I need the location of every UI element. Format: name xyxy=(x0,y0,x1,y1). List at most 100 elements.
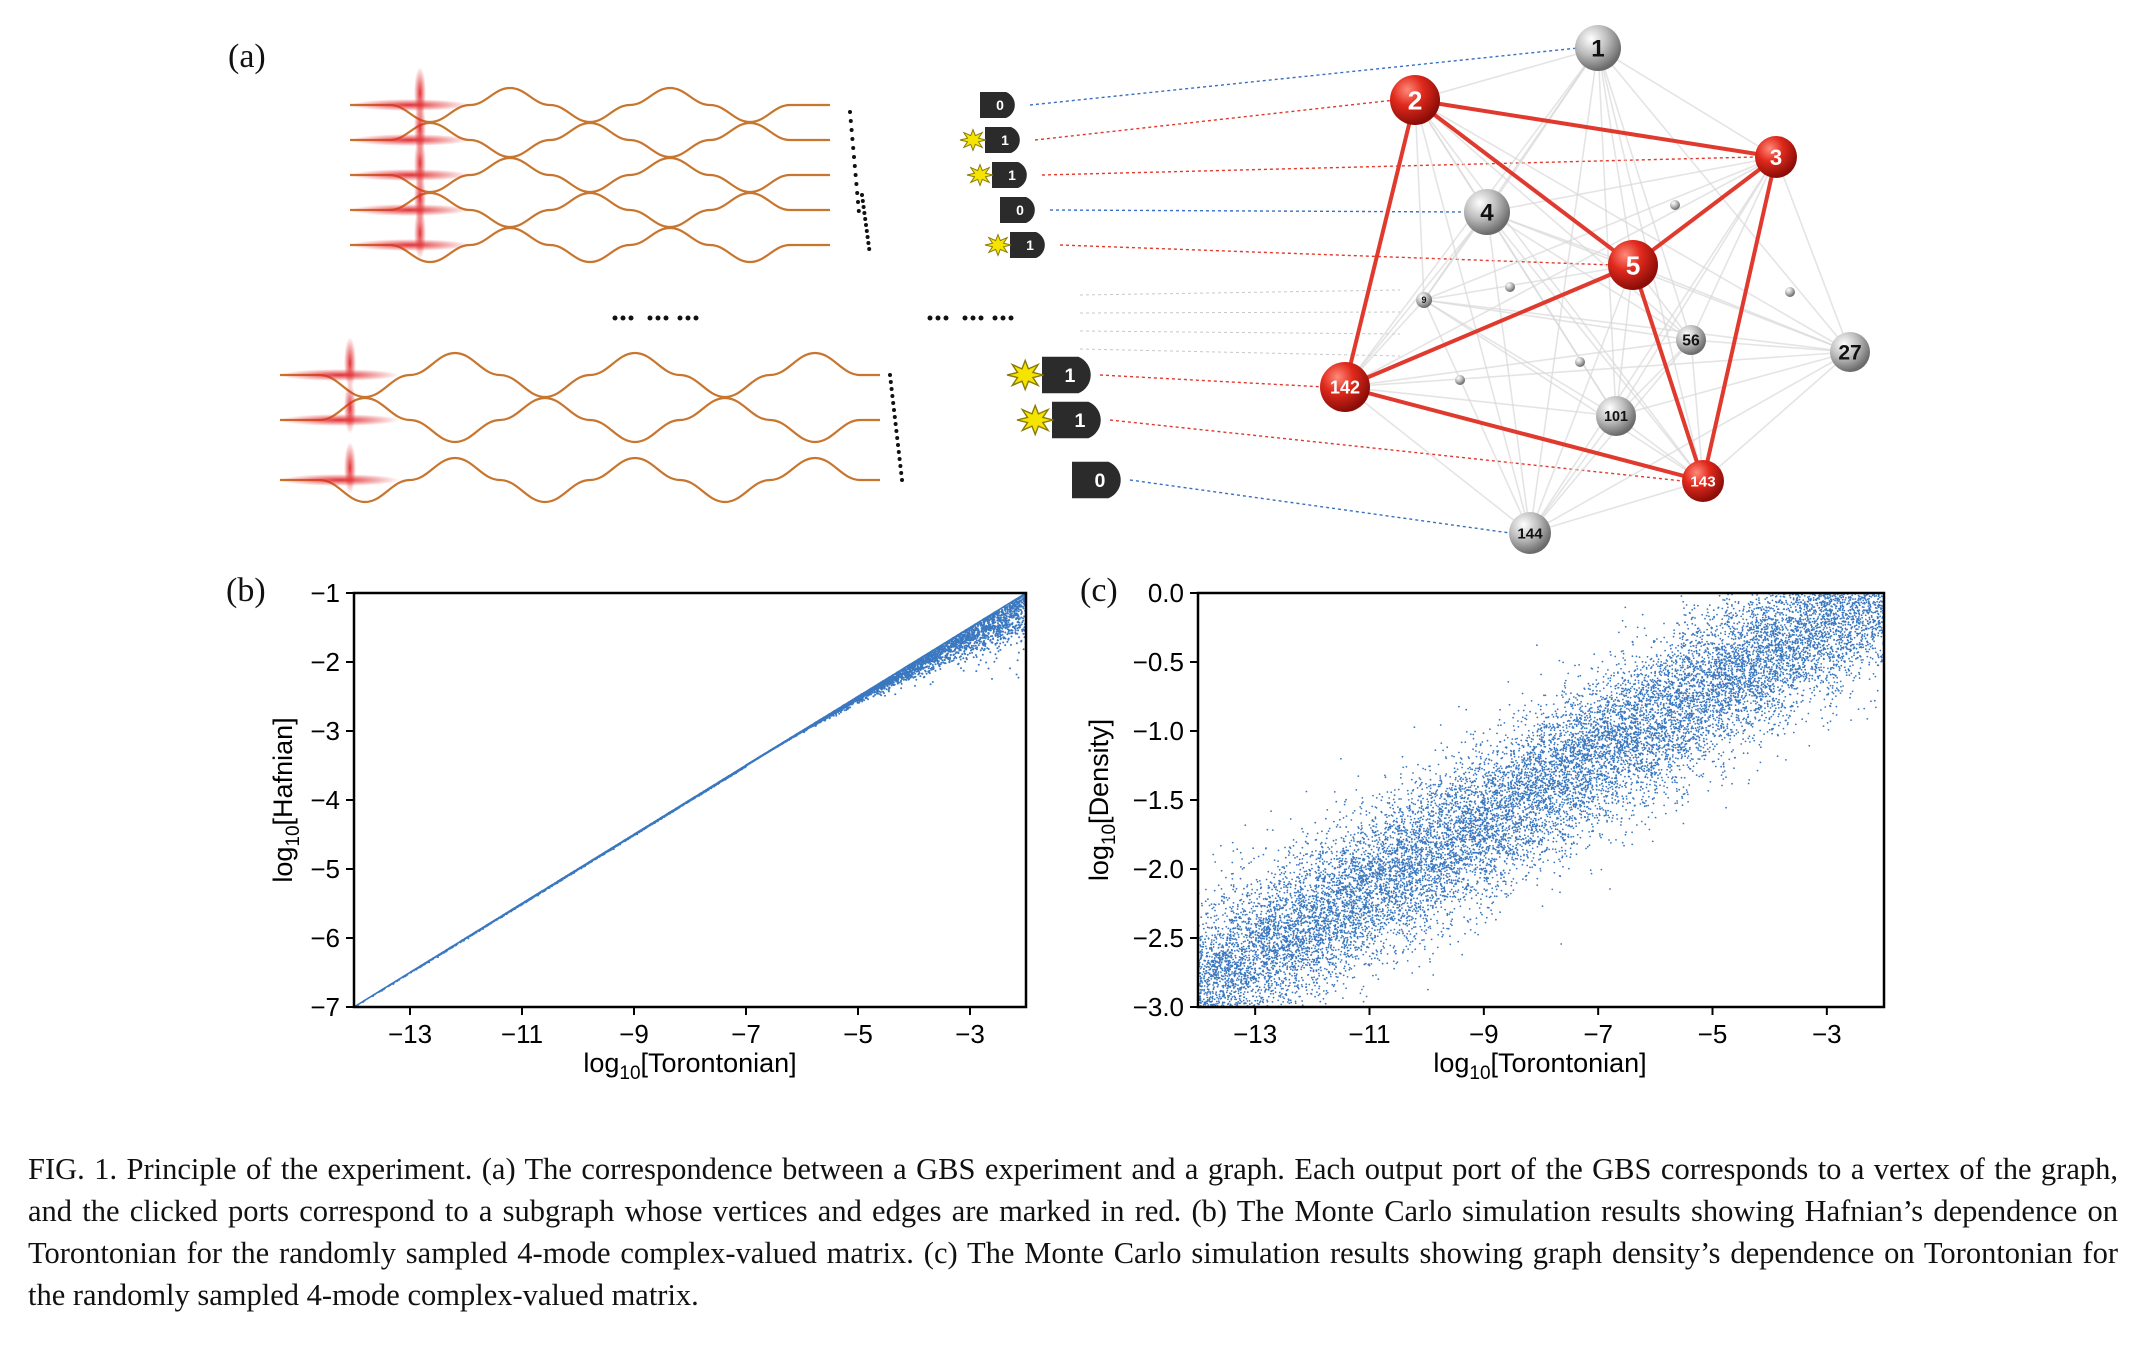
scatter-point xyxy=(718,782,720,784)
scatter-point xyxy=(858,698,860,700)
scatter-point xyxy=(548,886,550,888)
scatter-point xyxy=(993,615,995,617)
scatter-point xyxy=(962,631,964,633)
scatter-point xyxy=(475,931,477,933)
scatter-point xyxy=(629,837,631,839)
scatter-point xyxy=(633,834,635,836)
scatter-point xyxy=(889,683,891,685)
scatter-point xyxy=(512,908,514,910)
scatter-point xyxy=(638,831,640,833)
scatter-point xyxy=(1002,634,1004,636)
scatter-point xyxy=(740,769,742,771)
scatter-point xyxy=(554,883,556,885)
scatter-point xyxy=(982,635,984,637)
scatter-point xyxy=(748,763,750,765)
scatter-point xyxy=(997,617,999,619)
scatter-point xyxy=(983,624,985,626)
scatter-point xyxy=(575,870,577,872)
scatter-point xyxy=(925,661,927,663)
scatter-point xyxy=(569,873,571,875)
scatter-point xyxy=(1008,605,1010,607)
scatter-point xyxy=(991,642,993,644)
scatter-point xyxy=(963,651,965,653)
scatter-point xyxy=(719,781,721,783)
scatter-point xyxy=(976,639,978,641)
scatter-point xyxy=(660,818,662,820)
scatter-point xyxy=(889,679,891,681)
scatter-point xyxy=(836,710,838,712)
scatter-point xyxy=(512,908,514,910)
scatter-point xyxy=(634,833,636,835)
scatter-point xyxy=(992,614,994,616)
scatter-point xyxy=(905,676,907,678)
scatter-point xyxy=(1024,601,1026,603)
scatter-point xyxy=(933,657,935,659)
scatter-point xyxy=(570,873,572,875)
scatter-point xyxy=(818,721,820,723)
scatter-point xyxy=(487,923,489,925)
scatter-point xyxy=(537,893,539,895)
scatter-point xyxy=(923,655,925,657)
scatter-point xyxy=(930,659,932,661)
scatter-point xyxy=(975,626,977,628)
scatter-point xyxy=(593,858,595,860)
scatter-point xyxy=(859,698,861,700)
scatter-point xyxy=(925,661,927,663)
scatter-point xyxy=(803,731,805,733)
scatter-point xyxy=(971,646,973,648)
scatter-point xyxy=(639,830,641,832)
scatter-point xyxy=(685,802,687,804)
scatter-point xyxy=(424,962,426,964)
scatter-point xyxy=(592,859,594,861)
scatter-point xyxy=(976,637,978,639)
scatter-point xyxy=(938,664,940,666)
scatter-point xyxy=(861,693,863,695)
scatter-point xyxy=(671,810,673,812)
scatter-point xyxy=(801,731,803,733)
scatter-point xyxy=(672,810,674,812)
scatter-point xyxy=(888,682,890,684)
scatter-point xyxy=(863,696,865,698)
scatter-point xyxy=(514,908,516,910)
scatter-point xyxy=(859,698,861,700)
scatter-point xyxy=(878,686,880,688)
scatter-point xyxy=(802,730,804,732)
scatter-point xyxy=(1013,616,1015,618)
scatter-point xyxy=(665,815,667,817)
scatter-point xyxy=(828,714,830,716)
scatter-point xyxy=(600,854,602,856)
scatter-point xyxy=(1000,634,1002,636)
scatter-point xyxy=(777,745,779,747)
scatter-point xyxy=(914,663,916,665)
scatter-point xyxy=(1014,610,1016,612)
scatter-point xyxy=(630,836,632,838)
scatter-point xyxy=(1023,600,1025,602)
scatter-point xyxy=(756,758,758,760)
scatter-point xyxy=(745,764,747,766)
scatter-point xyxy=(710,787,712,789)
scatter-point xyxy=(478,930,480,932)
scatter-point xyxy=(918,662,920,664)
scatter-point xyxy=(967,629,969,631)
scatter-point xyxy=(896,679,898,681)
scatter-point xyxy=(869,691,871,693)
scatter-point xyxy=(537,893,539,895)
scatter-point xyxy=(927,657,929,659)
scatter-point xyxy=(989,627,991,629)
ellipsis-dot xyxy=(993,316,998,321)
scatter-point xyxy=(866,696,868,698)
scatter-point xyxy=(660,817,662,819)
scatter-point xyxy=(951,640,953,642)
scatter-point xyxy=(606,851,608,853)
scatter-point xyxy=(1023,607,1025,609)
scatter-point xyxy=(654,822,656,824)
scatter-point xyxy=(964,661,966,663)
scatter-point xyxy=(783,741,785,743)
scatter-point xyxy=(885,684,887,686)
scatter-point xyxy=(805,729,807,731)
scatter-point xyxy=(679,805,681,807)
scatter-point xyxy=(825,717,827,719)
scatter-point xyxy=(656,819,658,821)
scatter-point xyxy=(502,914,504,916)
scatter-point xyxy=(868,694,870,696)
